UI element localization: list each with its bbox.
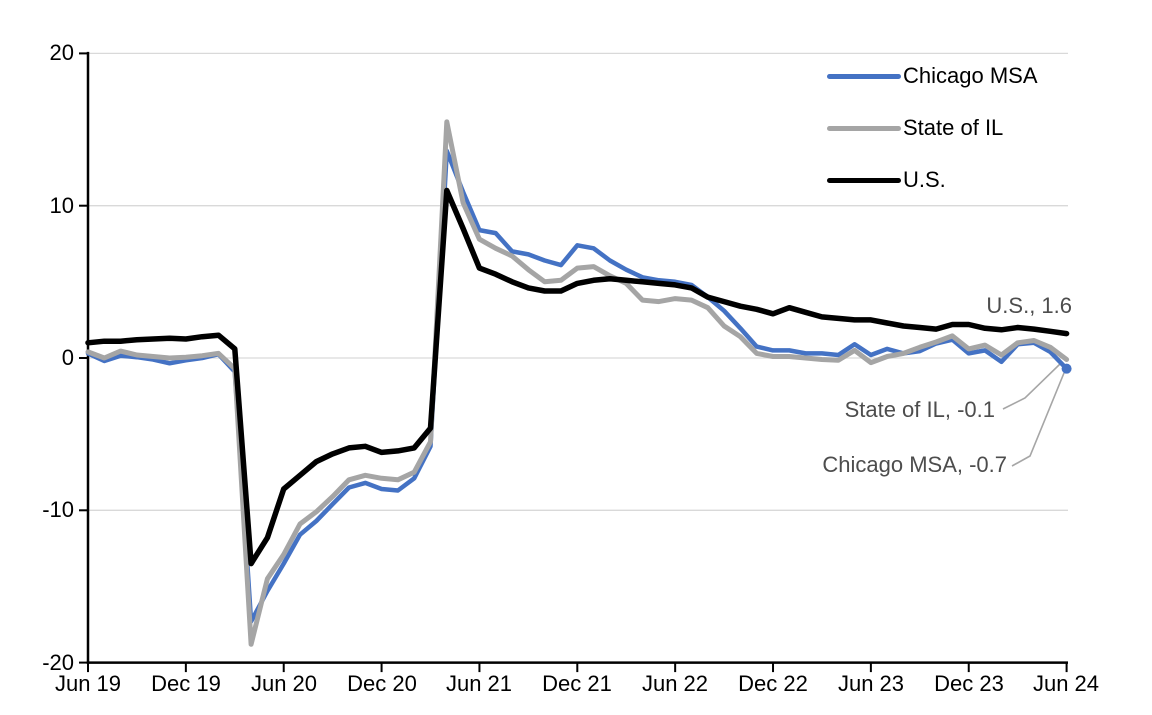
y-tick-label: 20 (49, 40, 74, 65)
x-tick-label: Dec 20 (347, 671, 417, 696)
chicago-msa-line-swatch-icon (827, 73, 901, 79)
series-line-us (85, 187, 1070, 567)
annotation-il-end: State of IL, -0.1 (844, 397, 995, 422)
x-tick-label: Jun 22 (641, 671, 709, 696)
y-tick-label: 0 (61, 345, 74, 370)
x-tick-label: Dec 23 (934, 671, 1004, 696)
us-line-swatch-icon (827, 177, 901, 183)
annotation-chicago-end: Chicago MSA, -0.7 (822, 452, 1007, 477)
x-tick-label: Dec 22 (738, 671, 808, 696)
legend-label: Chicago MSA (903, 63, 1038, 88)
legend-label: State of IL (903, 115, 1004, 140)
legend-item-us: U.S. (827, 166, 946, 194)
x-tick-label: Jun 21 (445, 671, 513, 696)
series-line-state-of-il (85, 119, 1070, 647)
y-tick-label: -20 (42, 650, 74, 675)
chicago-annotation-leader-line (1011, 372, 1065, 467)
legend-item-state-of-il: State of IL (827, 114, 1003, 142)
x-tick-label: Jun 23 (837, 671, 905, 696)
y-tick-label: 10 (49, 193, 74, 218)
state-of-il-line-swatch-icon (827, 125, 901, 131)
legend-item-chicago-msa: Chicago MSA (827, 62, 1038, 90)
il-annotation-leader-line (1002, 363, 1061, 410)
x-tick-label: Jun 19 (54, 671, 122, 696)
y-tick-label: -10 (42, 497, 74, 522)
annotation-us-end: U.S., 1.6 (986, 293, 1072, 318)
x-tick-label: Jun 24 (1032, 671, 1100, 696)
x-tick-label: Dec 21 (542, 671, 612, 696)
legend-label: U.S. (903, 167, 946, 192)
chicago-msa-endpoint-dot (1061, 363, 1072, 374)
x-tick-label: Jun 20 (250, 671, 318, 696)
x-tick-label: Dec 19 (151, 671, 221, 696)
